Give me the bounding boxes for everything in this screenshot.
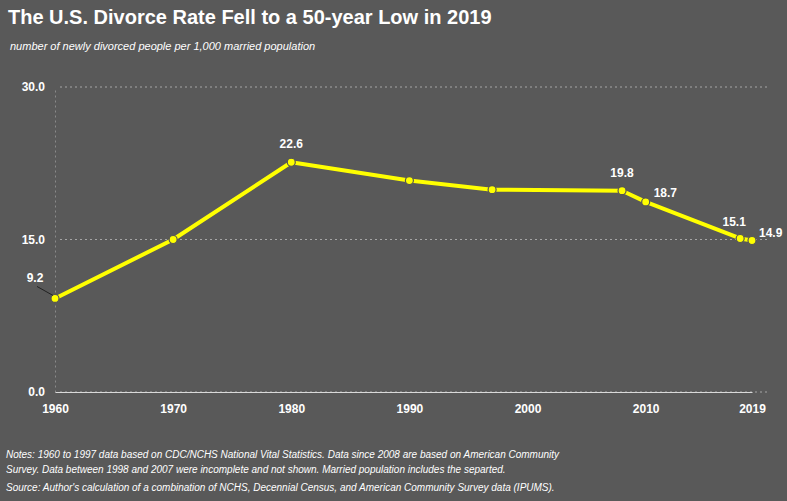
- note: Source: Author's calculation of a combin…: [6, 482, 555, 493]
- data-label: 15.1: [723, 215, 747, 229]
- x-tick: 2000: [515, 392, 542, 416]
- data-label: 22.6: [280, 137, 304, 151]
- point: [488, 186, 496, 194]
- point: [287, 158, 295, 166]
- point: [748, 237, 756, 245]
- y-axis-line: [55, 88, 56, 393]
- y-tick: 0.0: [28, 385, 55, 399]
- x-axis-line: [56, 392, 753, 393]
- x-tick: 1990: [397, 392, 424, 416]
- x-tick: 2010: [633, 392, 660, 416]
- line: [55, 162, 752, 298]
- title: The U.S. Divorce Rate Fell to a 50-year …: [8, 6, 492, 28]
- plot-area: [51, 158, 756, 302]
- y-tick-label: 30.0: [22, 80, 46, 94]
- x-tick-label: 1960: [42, 402, 69, 416]
- note: Notes: 1960 to 1997 data based on CDC/NC…: [6, 449, 560, 460]
- subtitle: number of newly divorced people per 1,00…: [10, 40, 315, 52]
- y-tick: 30.0: [22, 80, 55, 94]
- chart: The U.S. Divorce Rate Fell to a 50-year …: [0, 0, 787, 501]
- data-label: 14.9: [759, 226, 783, 240]
- y-tick-label: 0.0: [28, 385, 45, 399]
- x-tick: 1960: [42, 392, 69, 416]
- y-tick: 15.0: [22, 233, 55, 247]
- y-tick-label: 15.0: [22, 233, 46, 247]
- data-label: 18.7: [654, 186, 678, 200]
- x-tick-label: 2010: [633, 402, 660, 416]
- grid-line: [60, 239, 770, 240]
- x-axis: 1960 1970 1980 1990 2000 2010 2019: [42, 392, 766, 416]
- point: [618, 187, 626, 195]
- label-leader: [37, 286, 53, 295]
- point: [169, 236, 177, 244]
- point: [51, 294, 59, 302]
- x-tick-label: 1970: [160, 402, 187, 416]
- data-label: 9.2: [27, 271, 44, 285]
- x-tick-label: 2000: [515, 402, 542, 416]
- x-tick: 2019: [739, 392, 766, 416]
- data-labels: 9.2 22.6 19.8 18.7 15.1 14.9: [27, 137, 783, 295]
- notes: Notes: 1960 to 1997 data based on CDC/NC…: [6, 449, 560, 493]
- grid-line: [60, 87, 770, 88]
- point: [405, 177, 413, 185]
- y-axis: 0.0 15.0 30.0: [22, 80, 56, 399]
- note: Survey. Data between 1998 and 2007 were …: [6, 464, 506, 475]
- x-tick-label: 1980: [278, 402, 305, 416]
- grid: [60, 87, 770, 392]
- x-tick: 1970: [160, 392, 187, 416]
- x-tick-label: 2019: [739, 402, 766, 416]
- background: [0, 0, 787, 501]
- data-label: 19.8: [610, 166, 634, 180]
- x-tick-label: 1990: [397, 402, 424, 416]
- point: [736, 234, 744, 242]
- point: [642, 198, 650, 206]
- x-tick: 1980: [278, 392, 305, 416]
